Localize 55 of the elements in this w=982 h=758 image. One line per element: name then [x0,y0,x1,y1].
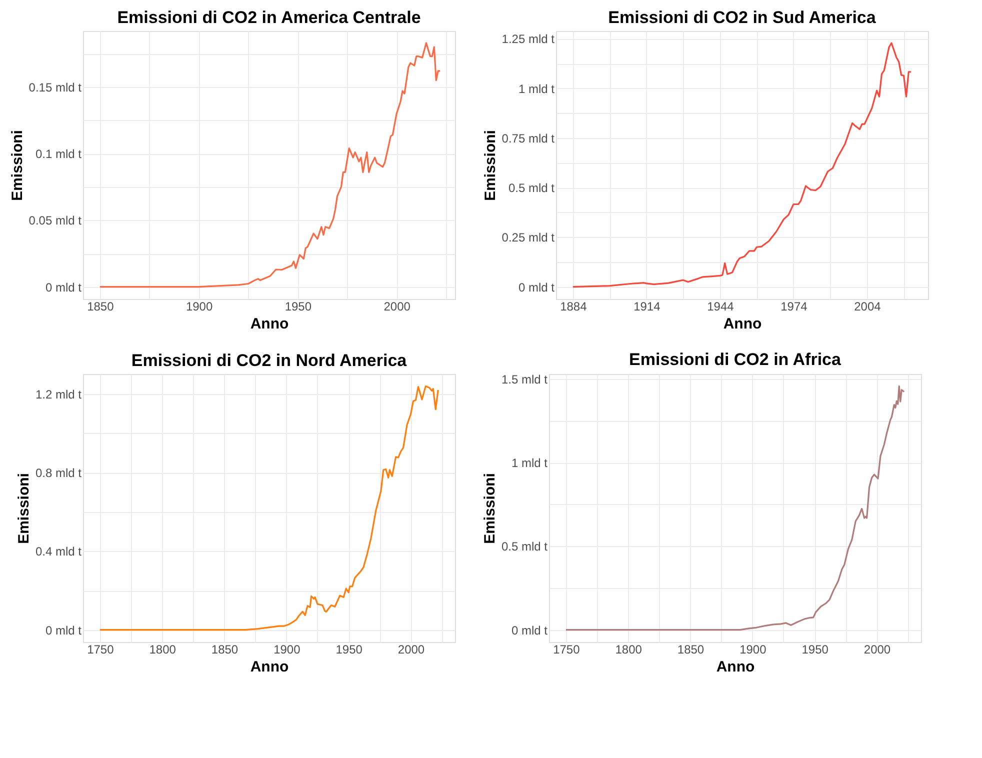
x-tick-label: 2004 [854,300,882,314]
x-tick-label: 1850 [211,642,238,656]
x-tick-label: 1850 [677,642,704,656]
chart-title: Emissioni di CO2 in America Centrale [117,8,421,27]
x-axis-title: Anno [250,316,289,332]
y-tick-label: 1.2 mld t [35,388,82,402]
line-series [99,385,439,631]
y-tick-label: 0.8 mld t [35,466,82,480]
x-tick-label: 1950 [336,642,363,656]
y-tick-label: 1 mld t [518,82,556,96]
y-tick-label: 0 mld t [518,280,556,294]
x-tick-label: 1950 [802,642,829,656]
x-tick-label: 2000 [384,300,411,314]
x-tick-label: 2000 [398,642,425,656]
x-tick-label: 1900 [740,642,767,656]
y-axis-title: Emissioni [8,130,26,201]
y-tick-label: 0.5 mld t [508,181,556,196]
y-tick-label: 1.25 mld t [502,32,556,46]
y-axis-title: Emissioni [15,473,32,544]
y-axis-title: Emissioni [481,473,498,544]
x-tick-label: 1944 [707,300,734,314]
x-axis-title: Anno [723,316,762,332]
y-tick-label: 1.5 mld t [501,372,548,386]
x-tick-label: 1750 [87,642,114,656]
line-series [99,42,441,288]
x-tick-label: 1950 [284,300,312,314]
chart-title: Emissioni di CO2 in Africa [629,350,842,369]
x-tick-label: 1800 [149,642,176,656]
y-tick-label: 0 mld t [511,623,548,638]
y-tick-label: 0.05 mld t [28,214,82,228]
y-tick-label: 0.5 mld t [501,540,548,554]
x-axis-title: Anno [250,658,289,676]
x-tick-label: 1974 [780,300,808,314]
y-tick-label: 0.15 mld t [28,80,82,94]
y-tick-label: 0.25 mld t [502,230,556,245]
x-tick-label: 1914 [634,300,661,314]
x-tick-label: 1900 [186,300,213,314]
x-tick-label: 1900 [274,642,301,656]
x-tick-label: 1850 [87,300,114,314]
x-tick-label: 1800 [615,642,642,656]
chart-title: Emissioni di CO2 in Nord America [131,351,408,370]
y-axis-title: Emissioni [482,130,499,201]
chart-title: Emissioni di CO2 in Sud America [608,8,876,27]
x-axis-title: Anno [716,658,755,676]
y-tick-label: 0.75 mld t [502,131,556,146]
y-tick-label: 0 mld t [45,623,82,638]
x-tick-label: 1884 [560,300,588,314]
x-tick-label: 2000 [864,642,891,656]
y-tick-label: 0.1 mld t [35,147,82,162]
y-tick-label: 1 mld t [511,456,548,470]
y-tick-label: 0.4 mld t [35,544,82,559]
line-series [572,42,912,288]
y-tick-label: 0 mld t [45,280,82,294]
line-series [565,385,905,631]
x-tick-label: 1750 [553,642,580,656]
